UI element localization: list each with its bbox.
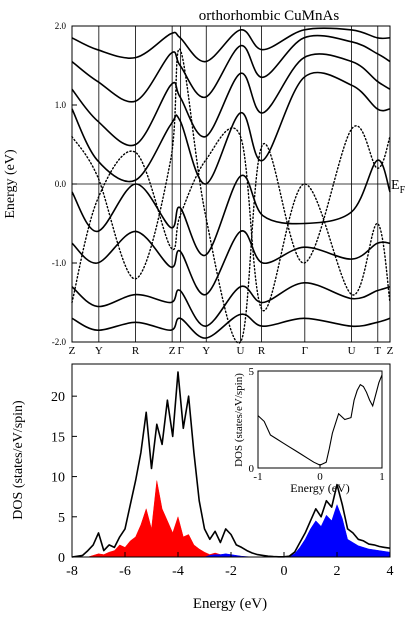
band-line (71, 71, 391, 185)
inset-x-tick-label: 1 (379, 471, 385, 483)
dos-x-tick-label: 0 (281, 564, 288, 579)
dos-total-line (71, 371, 391, 558)
band-y-label: Energy (eV) (3, 149, 18, 219)
k-point-label: Z (387, 345, 394, 357)
dos-x-tick-label: -2 (225, 564, 237, 579)
band-y-tick-label: 2.0 (55, 21, 67, 31)
inset-y-label: DOS (states/eV/spin) (233, 373, 245, 467)
dos-x-tick-label: -8 (66, 564, 78, 579)
k-point-label: Z (169, 345, 176, 357)
dos-x-label: Energy (eV) (193, 596, 267, 612)
inset-frame (257, 370, 383, 469)
band-line (71, 34, 391, 103)
dos-inset: -1 0 105 Energy (eV) DOS (states/eV/spin) (233, 366, 385, 495)
k-point-label: Y (95, 345, 103, 357)
k-point-label: R (132, 345, 140, 357)
band-line (71, 127, 391, 312)
dos-y-tick-label: 20 (51, 390, 65, 405)
dos-x-tick-label: -4 (172, 564, 184, 579)
inset-y-tick-label: 0 (249, 463, 255, 475)
dos-y-tick-label: 5 (58, 511, 65, 526)
k-point-label: Γ (302, 345, 308, 357)
band-y-tick-label: 0.0 (55, 179, 67, 189)
band-structure-panel: orthorhombic CuMnAs Energy (eV) 2.0 1.0 0.… (3, 8, 406, 357)
band-line (71, 230, 391, 296)
band-line (71, 313, 391, 339)
k-point-label: Y (202, 345, 210, 357)
dos-x-tick-label: 4 (387, 564, 394, 579)
dos-y-ticks: 0 5 10 15 20 (51, 390, 77, 566)
k-point-label: U (236, 345, 244, 357)
inset-x-label: Energy (eV) (290, 481, 349, 495)
inset-x-tick-label: -1 (253, 471, 262, 483)
dos-x-tick-label: 2 (334, 564, 341, 579)
band-y-tick-label: -1.0 (52, 258, 67, 268)
inset-x-tick-label: 0 (317, 471, 323, 483)
k-point-label: R (258, 345, 266, 357)
dos-y-tick-label: 15 (51, 430, 65, 445)
inset-line (257, 374, 383, 466)
dos-x-ticks: -8 -6 -4 -2 0 2 4 (66, 552, 394, 579)
k-point-label: Γ (177, 345, 183, 357)
dos-y-tick-label: 10 (51, 471, 65, 486)
band-line (71, 281, 391, 328)
inset-y-tick-label: 5 (249, 366, 255, 378)
band-line (71, 48, 391, 344)
k-point-label: Z (69, 345, 76, 357)
k-point-label: T (374, 345, 381, 357)
band-y-tick-label: -2.0 (52, 337, 67, 347)
dos-y-tick-label: 0 (58, 551, 65, 566)
inset-background (258, 371, 382, 468)
inset-dos-path (257, 374, 383, 466)
band-line (71, 159, 391, 256)
dos-total-path (71, 371, 391, 558)
band-y-tick-label: 1.0 (55, 100, 67, 110)
dos-x-tick-label: -6 (119, 564, 131, 579)
band-line (71, 27, 391, 63)
fermi-label: EF (391, 178, 406, 196)
band-title: orthorhombic CuMnAs (199, 8, 340, 24)
dos-frame (71, 363, 391, 558)
band-lines (71, 27, 391, 344)
k-point-label: U (348, 345, 356, 357)
dos-panel: DOS (states/eV/spin) Energy (eV) -8 -6 -4-… (11, 363, 394, 612)
dos-y-label: DOS (states/eV/spin) (11, 400, 26, 520)
band-line (71, 53, 391, 147)
band-frame (71, 25, 391, 343)
